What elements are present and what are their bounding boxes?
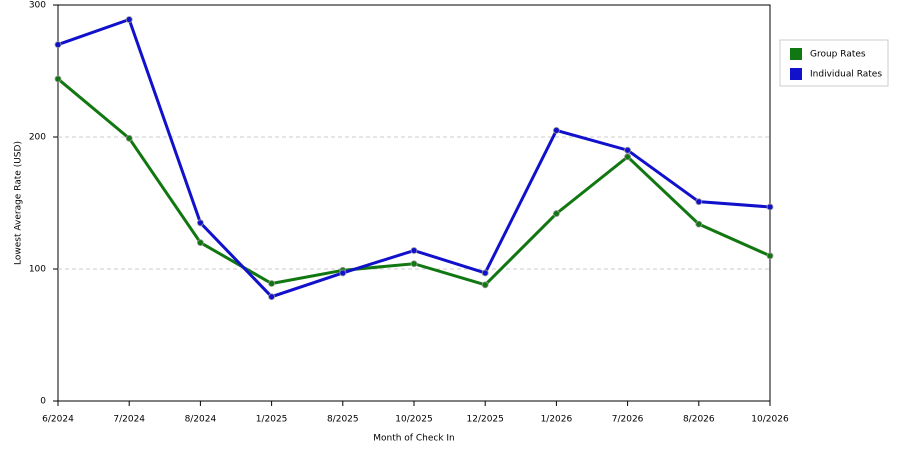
data-point — [481, 281, 489, 289]
series-line — [57, 77, 771, 287]
data-point — [125, 16, 133, 23]
data-point — [624, 153, 631, 161]
plot-area — [57, 4, 771, 402]
x-tick-label: 1/2026 — [541, 415, 573, 425]
data-point — [268, 280, 276, 287]
data-point — [268, 293, 276, 301]
data-point — [196, 239, 204, 247]
data-point — [695, 220, 703, 228]
x-tick-label: 8/2026 — [683, 415, 715, 425]
legend-swatch — [790, 68, 802, 80]
y-tick-label: 300 — [29, 1, 46, 11]
data-point — [125, 134, 133, 142]
y-tick-label: 200 — [29, 133, 46, 143]
data-point — [766, 203, 774, 211]
x-tick-label: 12/2025 — [467, 415, 504, 425]
x-tick-label: 1/2025 — [256, 415, 288, 425]
series-line — [57, 17, 771, 299]
data-point — [481, 269, 489, 277]
data-point — [410, 260, 418, 268]
x-tick-label: 7/2024 — [113, 415, 145, 425]
x-tick-label: 8/2025 — [327, 415, 359, 425]
data-point — [196, 219, 204, 227]
data-point — [553, 210, 560, 217]
legend-swatch — [790, 48, 802, 60]
data-point — [410, 247, 418, 254]
x-tick-label: 10/2025 — [395, 415, 432, 425]
x-tick-label: 7/2026 — [612, 415, 644, 425]
data-point — [54, 75, 62, 83]
legend-label: Group Rates — [810, 50, 866, 60]
y-axis-label: Lowest Average Rate (USD) — [14, 141, 24, 265]
data-point — [695, 198, 703, 206]
data-point — [339, 269, 347, 277]
data-point — [766, 252, 774, 260]
x-tick-label: 10/2026 — [751, 415, 789, 425]
data-point — [624, 146, 631, 154]
x-tick-label: 6/2024 — [42, 415, 74, 425]
y-tick-label: 0 — [40, 397, 46, 407]
x-tick-label: 8/2024 — [185, 415, 217, 425]
data-point — [54, 41, 62, 48]
x-axis-label: Month of Check In — [373, 434, 455, 444]
legend-label: Individual Rates — [810, 70, 882, 80]
data-point — [553, 126, 560, 134]
y-tick-label: 100 — [29, 265, 46, 275]
